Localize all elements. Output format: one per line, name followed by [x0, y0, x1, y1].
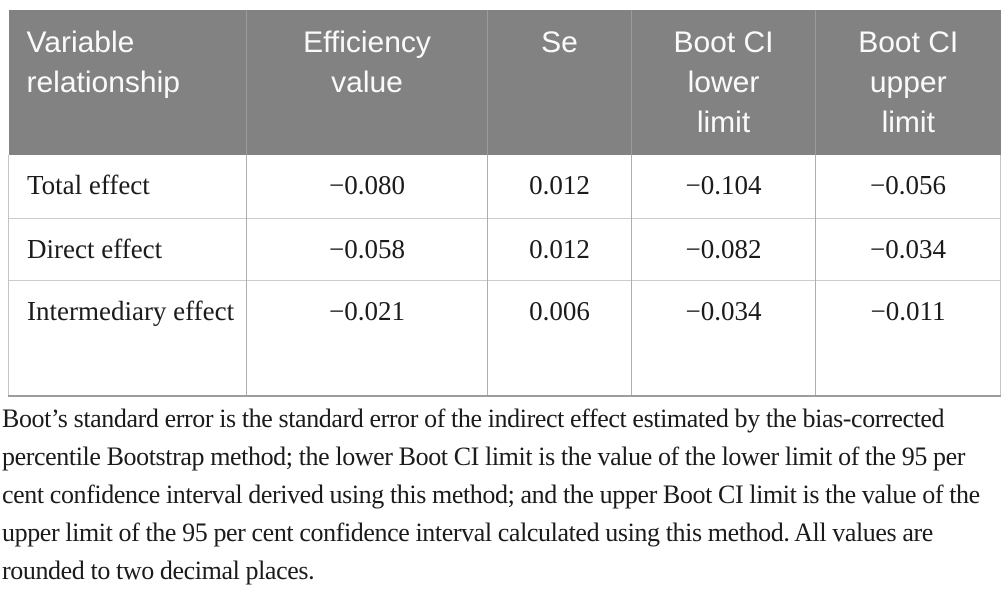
header-boot-ci-upper: Boot CI upper limit [815, 10, 1001, 155]
table-row-intermediary-effect: Intermediary effect −0.021 0.006 −0.034 … [8, 279, 1001, 397]
cell-ci-upper: −0.056 [815, 155, 1001, 218]
cell-se: 0.012 [487, 217, 632, 280]
table-footnote: Boot’s standard error is the standard er… [2, 404, 980, 585]
header-boot-ci-lower: Boot CI lower limit [631, 10, 816, 155]
cell-ci-upper: −0.011 [815, 279, 1001, 397]
table-row-direct-effect: Direct effect −0.058 0.012 −0.082 −0.034 [8, 217, 1001, 280]
header-efficiency-value: Efficiency value [246, 10, 488, 155]
cell-ci-lower: −0.034 [631, 279, 816, 397]
header-variable-relationship: Variable relationship [8, 10, 247, 155]
header-se: Se [487, 10, 632, 155]
cell-variable: Total effect [8, 155, 247, 218]
cell-efficiency: −0.021 [246, 279, 488, 397]
cell-se: 0.012 [487, 155, 632, 218]
cell-ci-upper: −0.034 [815, 217, 1001, 280]
cell-efficiency: −0.080 [246, 155, 488, 218]
cell-ci-lower: −0.082 [631, 217, 816, 280]
cell-variable: Intermediary effect [8, 279, 247, 397]
cell-ci-lower: −0.104 [631, 155, 816, 218]
cell-se: 0.006 [487, 279, 632, 397]
table-header: Variable relationship Efficiency value S… [8, 10, 1001, 155]
cell-variable: Direct effect [8, 217, 247, 280]
table-row-total-effect: Total effect −0.080 0.012 −0.104 −0.056 [8, 155, 1001, 218]
effects-table: Variable relationship Efficiency value S… [8, 10, 1001, 397]
cell-efficiency: −0.058 [246, 217, 488, 280]
